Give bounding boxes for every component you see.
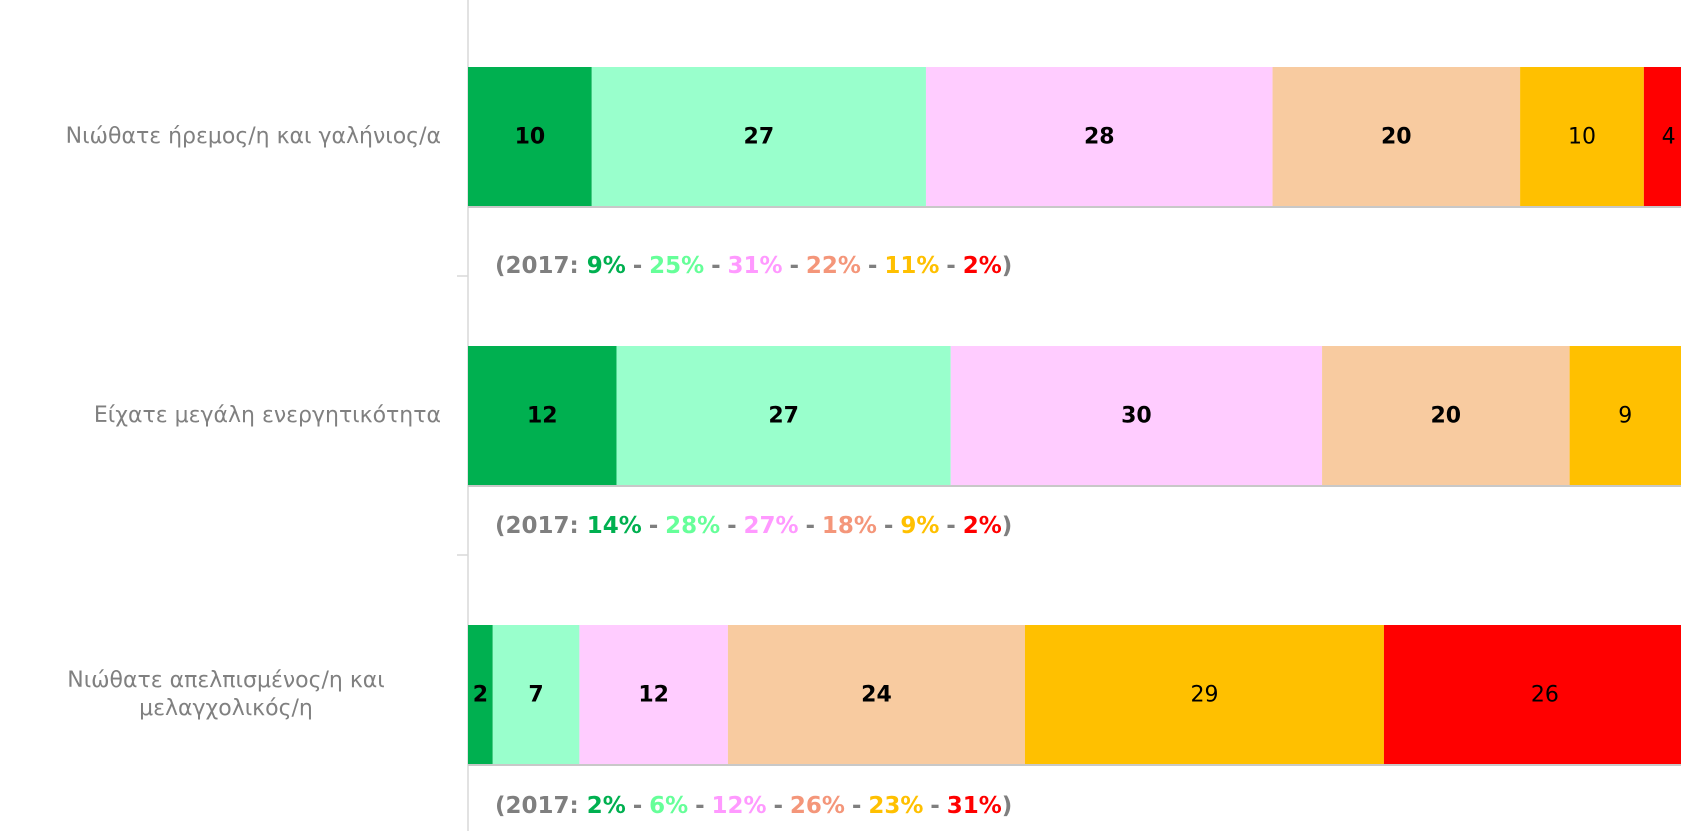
annotation-value: 22%: [805, 253, 861, 279]
category-label: Νιώθατε απελπισμένος/η και μελαγχολικός/…: [67, 667, 385, 721]
bar-value-label: 9: [1618, 404, 1632, 429]
bar-value-label: 10: [1568, 125, 1596, 150]
annotation-separator: -: [883, 513, 894, 539]
bar-value-label: 12: [527, 404, 558, 429]
bar-segment: [1643, 67, 1681, 206]
bar-segment: [925, 67, 1273, 206]
category-label-box: Νιώθατε ήρεμος/η και γαλήνιος/α: [1, 123, 441, 151]
annotation-prefix: (2017:: [495, 513, 579, 539]
annotation: (2017: 14% -28% -27% -18% -9% -2%): [495, 513, 1012, 539]
bar-segment: [579, 625, 728, 764]
category-label: Είχατε μεγάλη ενεργητικότητα: [93, 402, 441, 428]
bar-value-label: 26: [1531, 683, 1559, 708]
bar-value-label: 12: [638, 683, 669, 708]
annotation-separator: -: [789, 253, 800, 279]
annotation-prefix: (2017:: [495, 793, 579, 819]
bar-segment: [1383, 625, 1681, 764]
annotation-suffix: ): [1001, 253, 1013, 279]
bar-segment: [616, 346, 951, 485]
annotation-separator: -: [946, 253, 956, 279]
bar-value-label: 27: [744, 125, 775, 150]
annotation-value: 31%: [946, 793, 1002, 819]
annotation-separator: -: [632, 253, 643, 279]
annotation-value: 31%: [727, 253, 783, 279]
bar-segment: [591, 67, 926, 206]
bar-segment: [1322, 346, 1570, 485]
annotation-separator: -: [805, 513, 816, 539]
annotation-separator: -: [711, 253, 721, 279]
bar-segment: [950, 346, 1323, 485]
annotation-separator: -: [632, 793, 643, 819]
bar-value-label: 2: [473, 683, 488, 708]
annotation-value: 2%: [586, 793, 626, 819]
annotation-value: 11%: [884, 253, 940, 279]
annotation-value: 18%: [821, 513, 877, 539]
annotation-separator: -: [946, 513, 956, 539]
bar-segment: [492, 625, 580, 764]
bar-value-label: 24: [861, 683, 892, 708]
bar-value-label: 10: [515, 125, 546, 150]
bar-segment: [1024, 625, 1384, 764]
bar-value-label: 4: [1662, 125, 1676, 150]
bar-value-label: 30: [1121, 404, 1152, 429]
annotation-separator: -: [773, 793, 784, 819]
annotation-value: 27%: [743, 513, 799, 539]
bar-segment: [468, 625, 493, 764]
annotation-value: 23%: [868, 793, 924, 819]
bar-segment: [1520, 67, 1644, 206]
annotation-value: 25%: [649, 253, 705, 279]
bar-value-label: 20: [1381, 125, 1412, 150]
annotation-value: 28%: [665, 513, 721, 539]
annotation-value: 2%: [962, 253, 1002, 279]
annotation-value: 9%: [900, 513, 940, 539]
annotation-separator: -: [851, 793, 862, 819]
annotation-separator: -: [727, 513, 737, 539]
category-label-box: Είχατε μεγάλη ενεργητικότητα: [1, 402, 441, 430]
annotation-separator: -: [648, 513, 659, 539]
bar-segment: [1272, 67, 1521, 206]
annotation-suffix: ): [1001, 793, 1013, 819]
annotation: (2017: 9% -25% -31% -22% -11% -2%): [495, 253, 1012, 279]
bar-value-label: 28: [1084, 125, 1115, 150]
bar-segment: [468, 67, 592, 206]
bar-segment: [468, 346, 617, 485]
annotation-prefix: (2017:: [495, 253, 579, 279]
annotation-separator: -: [867, 253, 878, 279]
annotation-value: 12%: [711, 793, 767, 819]
annotation-value: 2%: [962, 513, 1002, 539]
annotation-separator: -: [695, 793, 705, 819]
annotation-value: 6%: [649, 793, 689, 819]
annotation: (2017: 2% -6% -12% -26% -23% -31%): [495, 793, 1012, 819]
annotation-suffix: ): [1001, 513, 1013, 539]
category-label: Νιώθατε ήρεμος/η και γαλήνιος/α: [65, 123, 441, 149]
category-label-box: Νιώθατε απελπισμένος/η και μελαγχολικός/…: [1, 667, 441, 723]
bar-value-label: 29: [1190, 683, 1218, 708]
annotation-value: 14%: [586, 513, 642, 539]
bar-value-label: 7: [528, 683, 543, 708]
bar-value-label: 27: [768, 404, 799, 429]
annotation-value: 26%: [789, 793, 845, 819]
annotation-value: 9%: [586, 253, 626, 279]
annotation-separator: -: [930, 793, 940, 819]
bar-segment: [1569, 346, 1681, 485]
bar-segment: [727, 625, 1025, 764]
bar-value-label: 20: [1431, 404, 1462, 429]
